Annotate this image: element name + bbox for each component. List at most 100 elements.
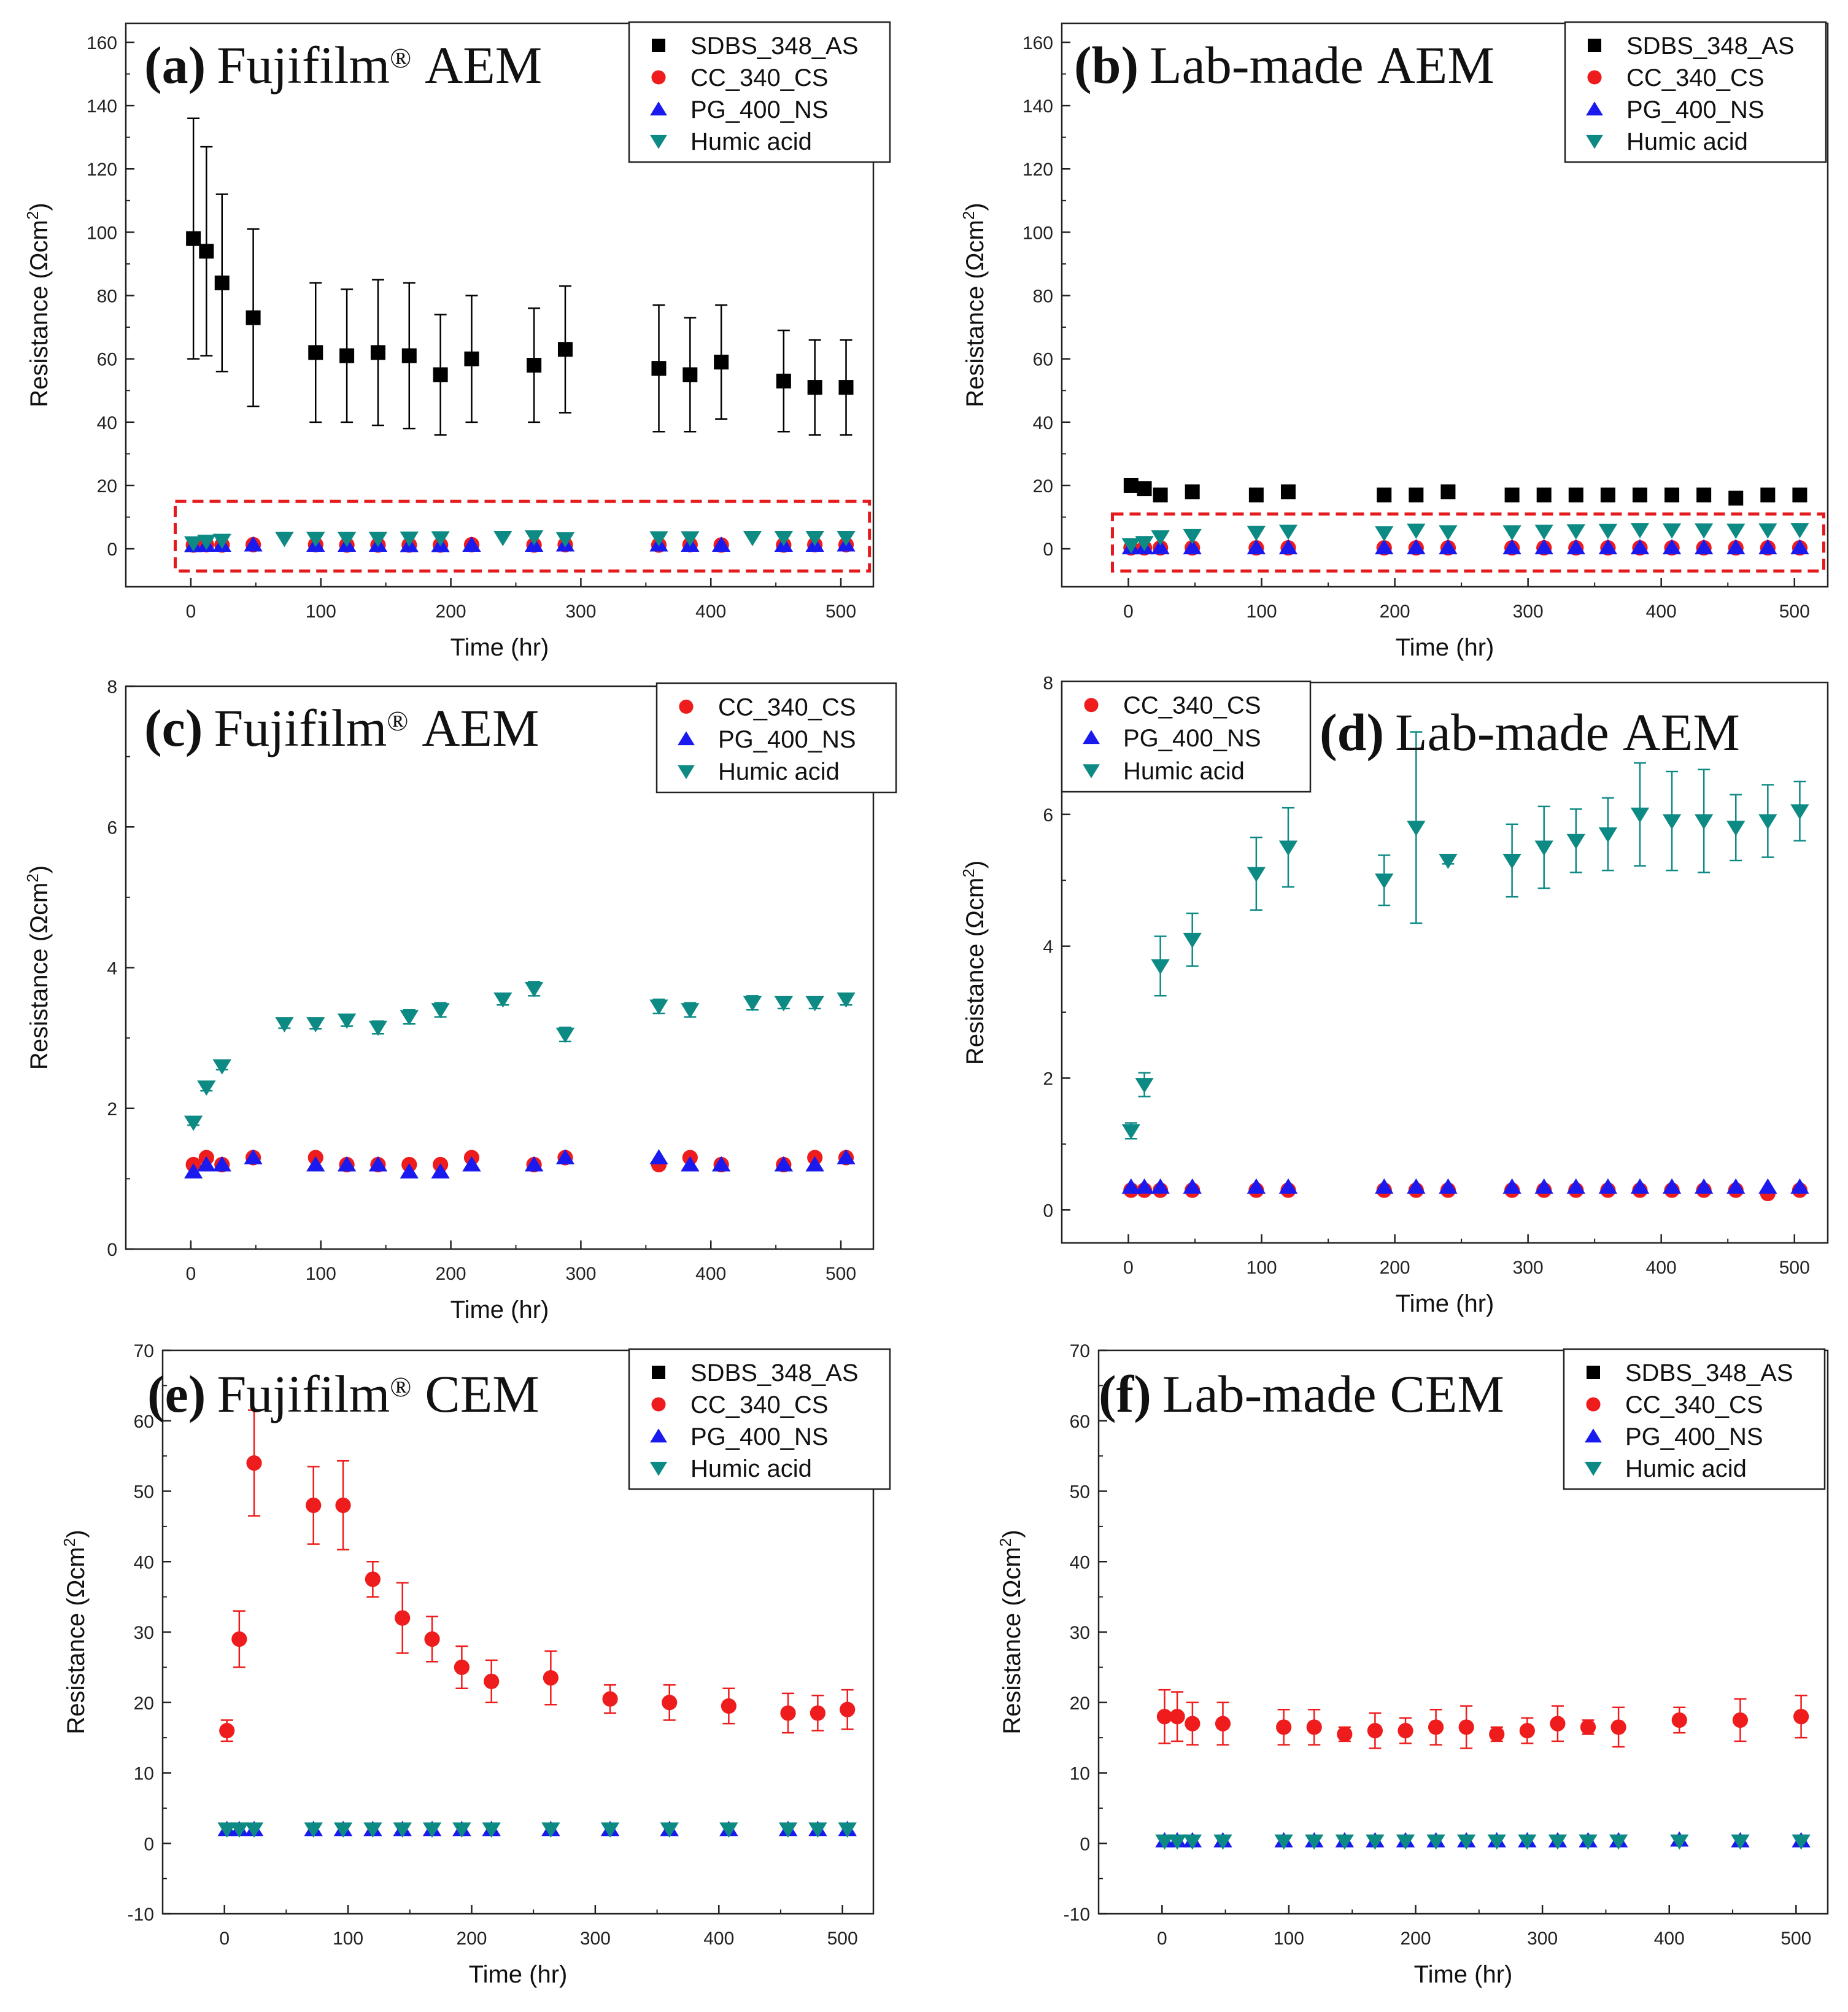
data-point: [493, 531, 512, 546]
y-tick-label: 60: [1070, 1412, 1090, 1432]
x-tick-label: 500: [825, 602, 856, 622]
legend-label: CC_340_CS: [1123, 692, 1261, 719]
data-point: [1439, 1178, 1458, 1194]
data-point: [368, 1156, 388, 1172]
series-cc_340_cs: [1156, 1689, 1809, 1749]
legend-label: SDBS_348_AS: [1626, 33, 1795, 60]
data-point: [1280, 484, 1296, 500]
data-point: [557, 342, 573, 357]
data-point: [1694, 814, 1714, 830]
legend-marker: [1588, 39, 1601, 52]
x-tick-label: 400: [695, 602, 726, 622]
data-point: [838, 1822, 857, 1838]
data-point: [719, 1822, 738, 1838]
x-axis-label: Time (hr): [450, 1296, 549, 1323]
data-point: [808, 1822, 827, 1838]
data-point: [1566, 1178, 1585, 1194]
x-tick-label: 200: [436, 1264, 466, 1284]
data-point: [1579, 1834, 1598, 1850]
data-point: [1407, 821, 1426, 837]
data-point: [212, 1156, 231, 1172]
data-point: [541, 1822, 560, 1838]
legend-box: [628, 21, 891, 163]
x-tick-label: 100: [1247, 1258, 1277, 1278]
legend-marker: [650, 1428, 667, 1443]
legend-label: Humic acid: [1123, 757, 1245, 784]
x-tick-label: 0: [219, 1929, 230, 1949]
data-point: [1632, 487, 1647, 503]
data-point: [368, 532, 388, 547]
data-point: [1377, 487, 1392, 503]
data-point: [807, 380, 822, 395]
legend-label: CC_340_CS: [718, 694, 856, 721]
data-point: [482, 1822, 501, 1838]
x-axis-label: Time (hr): [1414, 1961, 1513, 1988]
data-point: [524, 1156, 544, 1172]
data-point: [774, 531, 794, 546]
data-point: [1398, 1723, 1413, 1739]
data-point: [1662, 539, 1682, 555]
data-point: [1183, 932, 1202, 948]
y-tick-label: 8: [107, 677, 117, 697]
x-tick-label: 400: [703, 1929, 734, 1949]
data-point: [1169, 1709, 1185, 1725]
data-point: [393, 1822, 412, 1838]
data-point: [837, 531, 856, 546]
x-tick-label: 200: [1380, 1258, 1410, 1278]
y-tick-label: -10: [1064, 1905, 1090, 1925]
data-point: [602, 1691, 618, 1707]
data-point: [1534, 840, 1553, 856]
data-point: [1598, 524, 1618, 540]
data-point: [1396, 1834, 1415, 1850]
data-point: [1278, 524, 1298, 540]
data-point: [681, 1156, 700, 1172]
panel-c: 0 100 200 300 400 500 0 2 4 6 8 Time (hr) Resistance…: [23, 677, 897, 1323]
data-point: [231, 1631, 247, 1647]
data-point: [810, 1705, 825, 1721]
data-point: [339, 348, 355, 363]
y-tick-label: 20: [1070, 1693, 1090, 1714]
x-tick-label: 100: [1274, 1929, 1304, 1949]
panel-e: 0 100 200 300 400 500 -10 0 10 20 30 40 50 60 70 Time (…: [60, 1341, 891, 1988]
series-pg_400_ns: [184, 1149, 856, 1178]
y-tick-label: 50: [134, 1482, 154, 1503]
data-point: [1792, 487, 1807, 503]
y-tick-label: 6: [1043, 805, 1053, 826]
data-point: [1502, 525, 1521, 541]
legend-marker: [678, 765, 695, 780]
y-tick-label: 0: [1080, 1834, 1090, 1854]
data-point: [1337, 1726, 1353, 1742]
legend-label: CC_340_CS: [1626, 64, 1765, 91]
data-point: [197, 535, 216, 551]
data-point: [1694, 539, 1714, 555]
data-point: [1598, 827, 1618, 843]
data-point: [662, 1695, 678, 1711]
x-tick-label: 100: [333, 1929, 363, 1949]
data-point: [1375, 1178, 1394, 1194]
data-point: [1760, 487, 1776, 503]
legend-label: PG_400_NS: [690, 1423, 829, 1450]
x-tick-label: 200: [1400, 1929, 1431, 1949]
data-point: [400, 1010, 419, 1026]
data-point: [214, 275, 230, 290]
data-point: [400, 532, 419, 547]
legend-marker: [1585, 1428, 1602, 1443]
legend-marker: [1586, 101, 1603, 116]
x-tick-label: 0: [186, 602, 196, 622]
plot-frame: [125, 22, 875, 588]
legend-label: Humic acid: [1626, 128, 1748, 155]
y-tick-label: 10: [1070, 1764, 1090, 1784]
data-point: [1694, 1178, 1714, 1194]
data-point: [1566, 539, 1585, 555]
data-point: [1335, 1834, 1355, 1850]
data-point: [1696, 487, 1712, 503]
x-tick-label: 500: [1779, 602, 1810, 622]
data-point: [1566, 834, 1585, 849]
panel-a: 0 100 200 300 400 500 0 20 40 60 80 100 120 140 160 Tim…: [23, 21, 891, 661]
y-tick-label: 2: [107, 1099, 117, 1120]
data-point: [711, 536, 731, 552]
x-tick-label: 400: [1654, 1929, 1685, 1949]
legend-label: PG_400_NS: [690, 96, 829, 123]
legend-label: CC_340_CS: [690, 64, 829, 91]
